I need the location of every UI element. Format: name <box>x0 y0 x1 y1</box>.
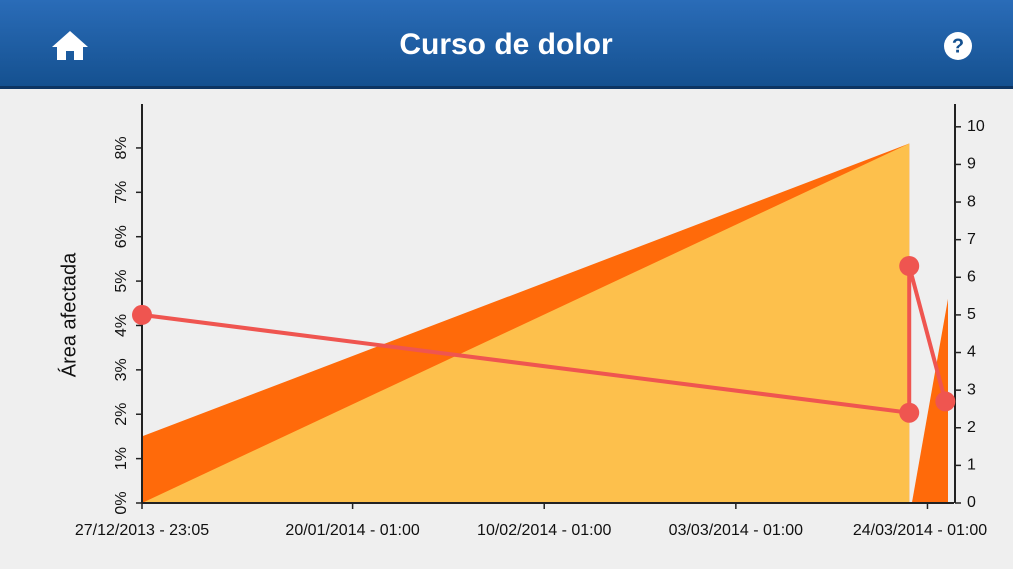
x-tick-label: 24/03/2014 - 01:00 <box>853 522 987 539</box>
x-tick-label: 03/03/2014 - 01:00 <box>669 522 803 539</box>
point <box>132 304 152 325</box>
home-icon[interactable] <box>52 31 88 60</box>
y2-tick-label: 5 <box>967 306 976 323</box>
help-icon[interactable] <box>944 32 972 60</box>
point <box>899 402 920 423</box>
help-icon-text[interactable]: ? <box>952 35 964 57</box>
y-tick-label: 6% <box>113 225 130 248</box>
x-tick-label: 27/12/2013 - 23:05 <box>75 522 209 539</box>
area <box>911 298 948 503</box>
y2-tick-label: 10 <box>967 118 985 135</box>
y-tick-label: 5% <box>113 270 130 293</box>
y2-tick-label: 4 <box>967 344 976 361</box>
y2-tick-label: 3 <box>967 381 976 398</box>
header-bar <box>0 0 1013 88</box>
y2-tick-label: 1 <box>967 457 976 474</box>
point <box>935 391 956 412</box>
y-tick-label: 2% <box>113 403 130 426</box>
y-tick-label: 7% <box>113 181 130 204</box>
y2-tick-label: 8 <box>967 193 976 210</box>
help-button[interactable]: ? <box>944 32 972 60</box>
y-tick-label: 3% <box>113 358 130 381</box>
y-axis-label: Área afectada <box>57 252 80 377</box>
y2-tick-label: 7 <box>967 231 976 248</box>
y-tick-label: 4% <box>113 314 130 337</box>
area <box>142 143 910 503</box>
y2-tick-label: 0 <box>967 494 976 511</box>
y2-tick-label: 2 <box>967 419 976 436</box>
y-tick-label: 0% <box>113 491 130 514</box>
x-tick-label: 20/01/2014 - 01:00 <box>285 522 419 539</box>
y2-tick-label: 6 <box>967 269 976 286</box>
chart: 0% 1% 2% 3% 4% 5% 6% 7% 8% 0 1 2 3 4 5 6 7 8 9 10 27/12/2013… <box>75 104 987 539</box>
header-border <box>0 86 1013 89</box>
header-title: Curso de dolor <box>399 28 613 61</box>
y-tick-label: 1% <box>113 447 130 470</box>
line <box>141 265 948 415</box>
home-button[interactable] <box>52 31 88 60</box>
point <box>899 256 920 276</box>
y-tick-label: 8% <box>113 136 130 159</box>
y2-tick-label: 9 <box>967 156 976 173</box>
x-tick-label: 10/02/2014 - 01:00 <box>477 522 611 539</box>
